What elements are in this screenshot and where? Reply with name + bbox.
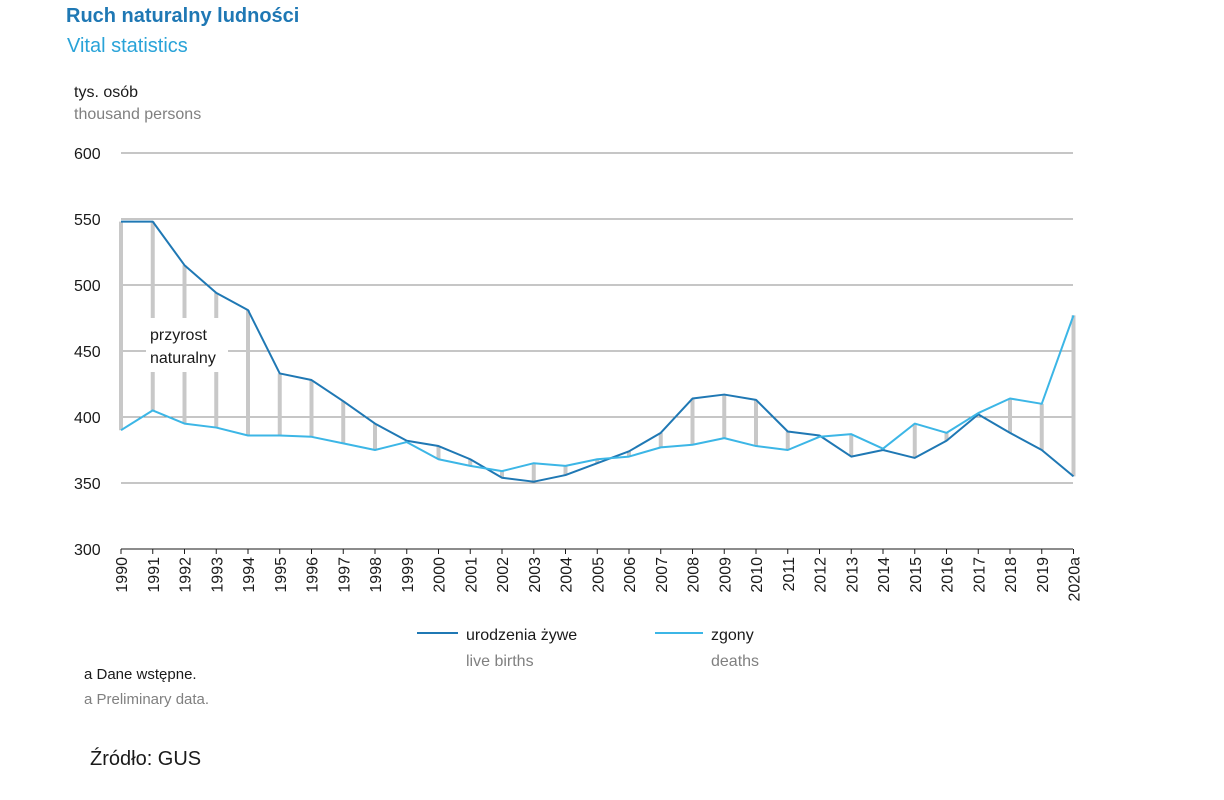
y-tick-label-600: 600 — [74, 146, 101, 163]
legend-label-deaths-pl: zgony — [711, 627, 754, 644]
x-tick-label-2005: 2005 — [590, 557, 607, 593]
y-tick-label-350: 350 — [74, 476, 101, 493]
y-unit-label-en: thousand persons — [74, 106, 202, 123]
legend-label-births-en: live births — [466, 653, 534, 670]
x-tick-label-1994: 1994 — [241, 557, 258, 593]
x-tick-label-2002: 2002 — [495, 557, 512, 593]
x-tick-label-2013: 2013 — [844, 557, 861, 593]
y-tick-label-450: 450 — [74, 344, 101, 361]
x-tick-label-1990: 1990 — [114, 557, 131, 593]
x-tick-label-1993: 1993 — [209, 557, 226, 593]
x-tick-label-1995: 1995 — [273, 557, 290, 593]
legend-label-deaths-en: deaths — [711, 653, 759, 670]
x-tick-label-2018: 2018 — [1003, 557, 1020, 593]
chart-title-en: Vital statistics — [67, 35, 188, 57]
x-tick-label-2004: 2004 — [559, 557, 576, 593]
births-line — [121, 220, 1075, 483]
deaths-line — [120, 315, 1075, 473]
legend-label-births-pl: urodzenia żywe — [466, 627, 577, 644]
x-tick-label-1992: 1992 — [178, 557, 195, 593]
y-unit-label-pl: tys. osób — [74, 84, 139, 101]
x-tick-label-2008: 2008 — [686, 557, 703, 593]
x-tick-label-2009: 2009 — [717, 557, 734, 593]
x-tick-label-2007: 2007 — [654, 557, 671, 593]
annotation-text-line2: naturalny — [150, 350, 216, 367]
x-tick-label-2011: 2011 — [781, 557, 798, 592]
annotation-background — [146, 318, 228, 372]
x-tick-label-2000: 2000 — [432, 557, 449, 593]
footnote-pl: a Dane wstępne. — [84, 666, 197, 683]
x-tick-label-1998: 1998 — [368, 557, 385, 593]
x-tick-label-2010: 2010 — [749, 557, 766, 593]
x-tick-label-1997: 1997 — [336, 557, 353, 593]
x-tick-label-2001: 2001 — [463, 557, 480, 593]
x-tick-label-2012: 2012 — [813, 557, 830, 593]
y-tick-label-300: 300 — [74, 542, 101, 559]
x-tick-label-2017: 2017 — [971, 557, 988, 593]
x-tick-label-1996: 1996 — [305, 557, 322, 593]
footnote-en: a Preliminary data. — [84, 691, 210, 708]
x-tick-label-2006: 2006 — [622, 557, 639, 593]
source-note: Źródło: GUS — [90, 748, 202, 770]
x-tick-label-2015: 2015 — [908, 557, 925, 593]
x-tick-label-1991: 1991 — [146, 557, 163, 593]
y-tick-label-500: 500 — [74, 278, 101, 295]
x-tick-label-2019: 2019 — [1035, 557, 1052, 593]
x-tick-label-2020a: 2020a — [1067, 557, 1084, 602]
y-tick-label-550: 550 — [74, 212, 101, 229]
x-tick-label-1999: 1999 — [400, 557, 417, 593]
annotation-text-line1: przyrost — [150, 327, 207, 344]
x-tick-label-2014: 2014 — [876, 557, 893, 593]
y-tick-label-400: 400 — [74, 410, 101, 427]
x-tick-label-2003: 2003 — [527, 557, 544, 593]
chart-title-pl: Ruch naturalny ludności — [66, 5, 300, 27]
x-tick-label-2016: 2016 — [940, 557, 957, 593]
